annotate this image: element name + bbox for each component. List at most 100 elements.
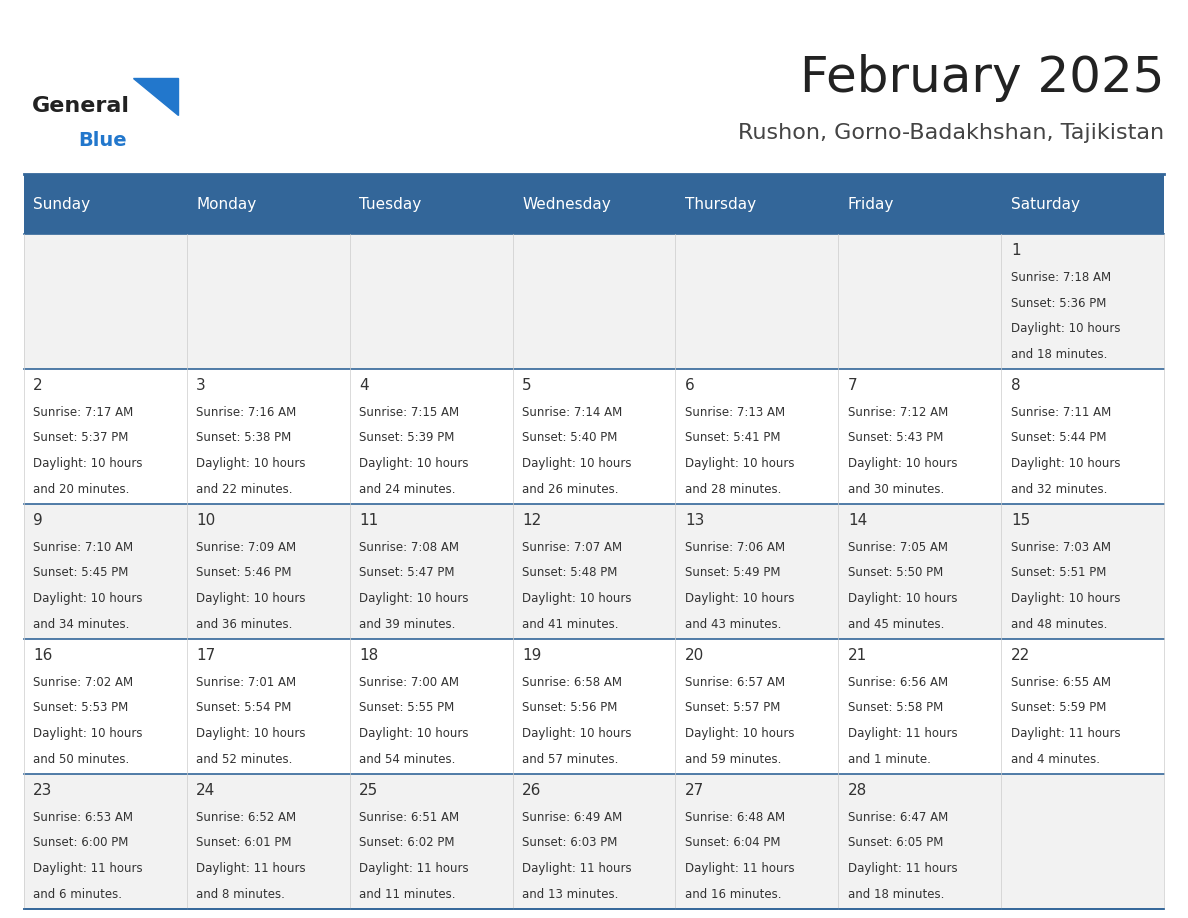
Text: and 50 minutes.: and 50 minutes. (33, 753, 129, 766)
Text: and 59 minutes.: and 59 minutes. (685, 753, 782, 766)
Text: Sunset: 5:53 PM: Sunset: 5:53 PM (33, 701, 128, 714)
Text: 27: 27 (685, 783, 704, 798)
Text: 12: 12 (522, 513, 542, 528)
Text: Sunrise: 7:13 AM: Sunrise: 7:13 AM (685, 406, 785, 419)
Text: Friday: Friday (848, 196, 895, 212)
Text: Daylight: 10 hours: Daylight: 10 hours (522, 457, 632, 470)
Text: Daylight: 10 hours: Daylight: 10 hours (196, 727, 305, 740)
Bar (24, 774, 1164, 909)
Text: and 36 minutes.: and 36 minutes. (196, 618, 292, 631)
Text: 13: 13 (685, 513, 704, 528)
Text: and 20 minutes.: and 20 minutes. (33, 483, 129, 496)
Text: and 18 minutes.: and 18 minutes. (848, 888, 944, 901)
Text: 5: 5 (522, 378, 532, 393)
Text: Daylight: 10 hours: Daylight: 10 hours (1011, 592, 1120, 605)
Text: and 22 minutes.: and 22 minutes. (196, 483, 292, 496)
Text: Sunset: 5:57 PM: Sunset: 5:57 PM (685, 701, 781, 714)
Text: Daylight: 10 hours: Daylight: 10 hours (359, 457, 468, 470)
Text: Daylight: 11 hours: Daylight: 11 hours (685, 862, 795, 875)
Polygon shape (133, 78, 178, 115)
Text: Sunset: 5:55 PM: Sunset: 5:55 PM (359, 701, 454, 714)
Text: Daylight: 10 hours: Daylight: 10 hours (33, 727, 143, 740)
Text: and 54 minutes.: and 54 minutes. (359, 753, 455, 766)
Text: Rushon, Gorno-Badakhshan, Tajikistan: Rushon, Gorno-Badakhshan, Tajikistan (738, 123, 1164, 143)
Text: Daylight: 10 hours: Daylight: 10 hours (685, 457, 795, 470)
Text: and 41 minutes.: and 41 minutes. (522, 618, 619, 631)
Text: Sunset: 5:47 PM: Sunset: 5:47 PM (359, 566, 455, 579)
Bar (24, 639, 1164, 774)
Text: and 28 minutes.: and 28 minutes. (685, 483, 782, 496)
Text: 11: 11 (359, 513, 378, 528)
Text: 25: 25 (359, 783, 378, 798)
Text: and 45 minutes.: and 45 minutes. (848, 618, 944, 631)
Text: Sunrise: 7:02 AM: Sunrise: 7:02 AM (33, 676, 133, 688)
Text: 3: 3 (196, 378, 206, 393)
Text: Sunrise: 6:53 AM: Sunrise: 6:53 AM (33, 811, 133, 823)
Text: Sunrise: 6:47 AM: Sunrise: 6:47 AM (848, 811, 948, 823)
Text: Sunrise: 7:07 AM: Sunrise: 7:07 AM (522, 541, 623, 554)
Text: Sunset: 5:43 PM: Sunset: 5:43 PM (848, 431, 943, 444)
Text: Sunset: 5:58 PM: Sunset: 5:58 PM (848, 701, 943, 714)
Text: Sunrise: 7:09 AM: Sunrise: 7:09 AM (196, 541, 296, 554)
Text: Sunrise: 7:12 AM: Sunrise: 7:12 AM (848, 406, 948, 419)
Text: Sunrise: 6:55 AM: Sunrise: 6:55 AM (1011, 676, 1111, 688)
Text: and 24 minutes.: and 24 minutes. (359, 483, 456, 496)
Text: and 34 minutes.: and 34 minutes. (33, 618, 129, 631)
Text: 7: 7 (848, 378, 858, 393)
Text: Sunrise: 7:17 AM: Sunrise: 7:17 AM (33, 406, 133, 419)
Text: Sunset: 5:56 PM: Sunset: 5:56 PM (522, 701, 618, 714)
Text: and 6 minutes.: and 6 minutes. (33, 888, 122, 901)
Text: 10: 10 (196, 513, 215, 528)
Text: Sunrise: 7:05 AM: Sunrise: 7:05 AM (848, 541, 948, 554)
Text: Daylight: 11 hours: Daylight: 11 hours (1011, 727, 1120, 740)
Text: 22: 22 (1011, 648, 1030, 663)
Text: Daylight: 10 hours: Daylight: 10 hours (522, 727, 632, 740)
Text: Sunset: 5:48 PM: Sunset: 5:48 PM (522, 566, 618, 579)
Text: 16: 16 (33, 648, 52, 663)
Text: Sunrise: 7:03 AM: Sunrise: 7:03 AM (1011, 541, 1111, 554)
Text: Sunset: 6:01 PM: Sunset: 6:01 PM (196, 836, 292, 849)
Text: Sunset: 5:51 PM: Sunset: 5:51 PM (1011, 566, 1106, 579)
Text: Daylight: 10 hours: Daylight: 10 hours (848, 457, 958, 470)
Text: Sunset: 5:40 PM: Sunset: 5:40 PM (522, 431, 618, 444)
Text: Sunset: 5:37 PM: Sunset: 5:37 PM (33, 431, 128, 444)
Text: Sunset: 6:05 PM: Sunset: 6:05 PM (848, 836, 943, 849)
Text: Sunday: Sunday (33, 196, 90, 212)
Text: and 1 minute.: and 1 minute. (848, 753, 930, 766)
Text: Sunset: 5:44 PM: Sunset: 5:44 PM (1011, 431, 1106, 444)
Text: Sunset: 5:54 PM: Sunset: 5:54 PM (196, 701, 291, 714)
Text: Tuesday: Tuesday (359, 196, 422, 212)
Text: Sunset: 5:59 PM: Sunset: 5:59 PM (1011, 701, 1106, 714)
Text: and 52 minutes.: and 52 minutes. (196, 753, 292, 766)
Text: Thursday: Thursday (685, 196, 756, 212)
Text: Daylight: 11 hours: Daylight: 11 hours (848, 727, 958, 740)
Text: Sunset: 5:46 PM: Sunset: 5:46 PM (196, 566, 292, 579)
Text: Sunrise: 7:18 AM: Sunrise: 7:18 AM (1011, 271, 1111, 284)
Text: Daylight: 10 hours: Daylight: 10 hours (33, 592, 143, 605)
Text: Sunrise: 6:57 AM: Sunrise: 6:57 AM (685, 676, 785, 688)
Text: Sunset: 5:39 PM: Sunset: 5:39 PM (359, 431, 455, 444)
Text: Sunset: 5:41 PM: Sunset: 5:41 PM (685, 431, 781, 444)
Text: Sunset: 5:49 PM: Sunset: 5:49 PM (685, 566, 781, 579)
Text: 6: 6 (685, 378, 695, 393)
Text: and 11 minutes.: and 11 minutes. (359, 888, 456, 901)
Text: 2: 2 (33, 378, 43, 393)
Text: Daylight: 10 hours: Daylight: 10 hours (685, 592, 795, 605)
Text: 17: 17 (196, 648, 215, 663)
Text: Sunrise: 7:10 AM: Sunrise: 7:10 AM (33, 541, 133, 554)
Text: Sunset: 6:03 PM: Sunset: 6:03 PM (522, 836, 618, 849)
Text: Daylight: 10 hours: Daylight: 10 hours (33, 457, 143, 470)
Text: Daylight: 10 hours: Daylight: 10 hours (1011, 457, 1120, 470)
Bar (24, 174, 1164, 234)
Text: General: General (32, 95, 129, 116)
Text: Sunrise: 7:06 AM: Sunrise: 7:06 AM (685, 541, 785, 554)
Text: Daylight: 10 hours: Daylight: 10 hours (196, 457, 305, 470)
Text: Sunrise: 6:49 AM: Sunrise: 6:49 AM (522, 811, 623, 823)
Text: Daylight: 11 hours: Daylight: 11 hours (848, 862, 958, 875)
Text: and 8 minutes.: and 8 minutes. (196, 888, 285, 901)
Text: 28: 28 (848, 783, 867, 798)
Text: Sunrise: 7:11 AM: Sunrise: 7:11 AM (1011, 406, 1111, 419)
Text: February 2025: February 2025 (800, 54, 1164, 102)
Text: and 18 minutes.: and 18 minutes. (1011, 348, 1107, 361)
Text: Sunrise: 6:48 AM: Sunrise: 6:48 AM (685, 811, 785, 823)
